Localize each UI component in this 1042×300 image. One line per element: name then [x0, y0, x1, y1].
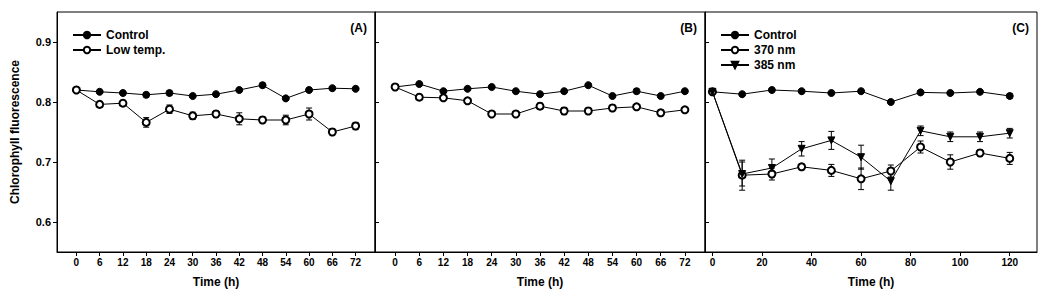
svg-text:36: 36 — [534, 257, 546, 268]
svg-text:48: 48 — [257, 257, 269, 268]
svg-text:54: 54 — [607, 257, 619, 268]
svg-text:370 nm: 370 nm — [754, 43, 795, 57]
svg-text:Time (h): Time (h) — [848, 275, 894, 289]
svg-text:Time (h): Time (h) — [193, 275, 239, 289]
svg-text:66: 66 — [327, 257, 339, 268]
svg-text:0.6: 0.6 — [36, 216, 51, 228]
svg-text:40: 40 — [806, 257, 818, 268]
svg-text:Control: Control — [106, 28, 149, 42]
svg-text:6: 6 — [97, 257, 103, 268]
svg-text:24: 24 — [486, 257, 498, 268]
svg-text:30: 30 — [187, 257, 199, 268]
svg-text:30: 30 — [510, 257, 522, 268]
svg-text:60: 60 — [631, 257, 643, 268]
svg-text:42: 42 — [234, 257, 246, 268]
svg-text:Chlorophyll fluorescence: Chlorophyll fluorescence — [8, 60, 22, 204]
svg-text:0.7: 0.7 — [36, 156, 51, 168]
svg-text:18: 18 — [462, 257, 474, 268]
svg-text:54: 54 — [280, 257, 292, 268]
svg-text:385 nm: 385 nm — [754, 58, 795, 72]
svg-text:6: 6 — [416, 257, 422, 268]
svg-text:72: 72 — [679, 257, 691, 268]
svg-text:Low temp.: Low temp. — [106, 43, 165, 57]
svg-text:80: 80 — [905, 257, 917, 268]
svg-text:24: 24 — [164, 257, 176, 268]
svg-text:(A): (A) — [350, 21, 367, 35]
svg-text:Time (h): Time (h) — [517, 275, 563, 289]
svg-text:0: 0 — [392, 257, 398, 268]
svg-text:72: 72 — [350, 257, 362, 268]
svg-text:42: 42 — [559, 257, 571, 268]
svg-text:12: 12 — [438, 257, 450, 268]
svg-text:60: 60 — [856, 257, 868, 268]
svg-text:0.8: 0.8 — [36, 96, 51, 108]
svg-text:(C): (C) — [1012, 21, 1029, 35]
svg-text:48: 48 — [583, 257, 595, 268]
svg-text:100: 100 — [952, 257, 969, 268]
svg-text:60: 60 — [304, 257, 316, 268]
svg-text:18: 18 — [141, 257, 153, 268]
svg-text:36: 36 — [210, 257, 222, 268]
svg-text:Control: Control — [754, 28, 797, 42]
svg-text:0.9: 0.9 — [36, 36, 51, 48]
svg-text:0: 0 — [74, 257, 80, 268]
svg-text:66: 66 — [655, 257, 667, 268]
svg-text:0: 0 — [710, 257, 716, 268]
svg-text:120: 120 — [1001, 257, 1018, 268]
svg-text:(B): (B) — [680, 21, 697, 35]
svg-text:20: 20 — [756, 257, 768, 268]
svg-text:12: 12 — [117, 257, 129, 268]
